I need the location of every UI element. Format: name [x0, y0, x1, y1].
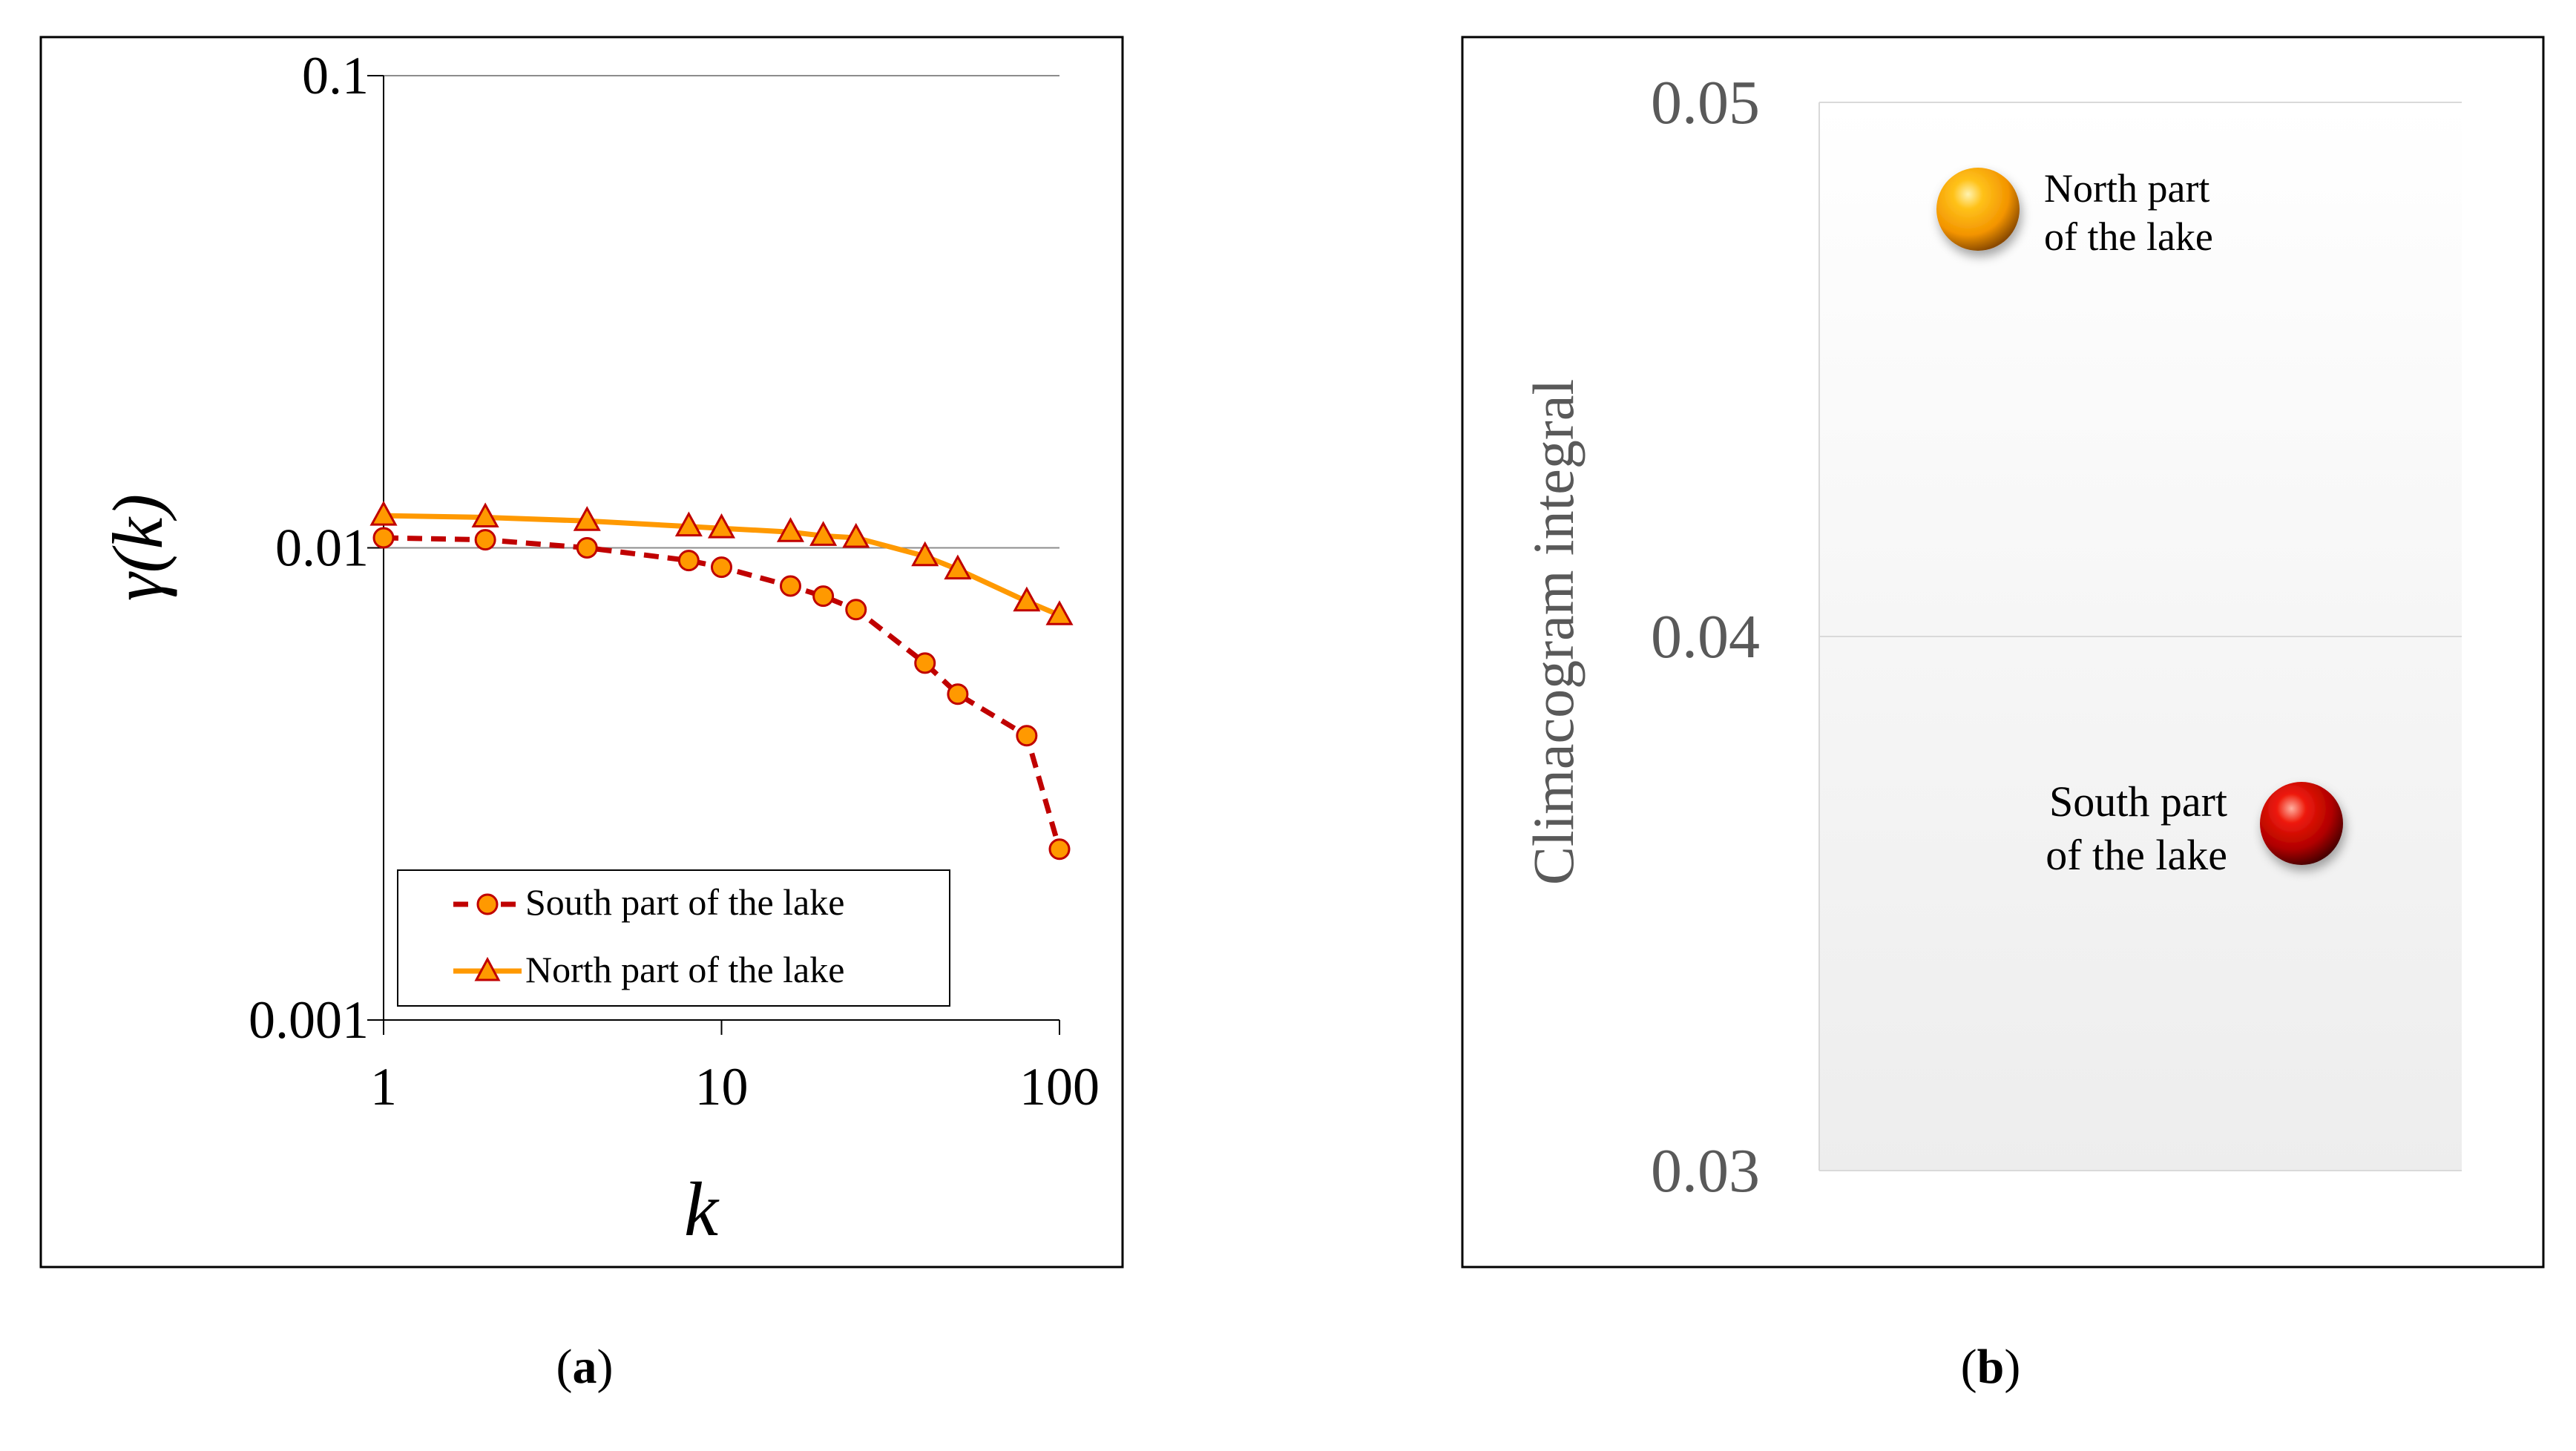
panel-a-y-tick-label: 0.1	[302, 46, 369, 105]
legend-south-marker	[476, 893, 499, 915]
climacogram-label-north-line1: North part	[2044, 166, 2209, 211]
data-point-south	[711, 556, 732, 579]
panel-b-caption-letter: b	[1977, 1340, 2005, 1394]
data-point-north	[707, 513, 736, 539]
legend-north-label: North part of the lake	[525, 949, 844, 990]
panel-a-x-ticks: 1 10 100	[370, 1020, 1100, 1116]
data-point-south	[779, 575, 801, 597]
data-point-north	[1013, 586, 1041, 612]
data-point-south	[372, 527, 395, 549]
panel-a-y-axis-title: γ(k)	[98, 494, 177, 601]
panel-a-x-tick-label: 1	[370, 1057, 397, 1116]
panel-b-y-tick-label: 0.03	[1651, 1136, 1760, 1205]
panel-a-frame	[39, 36, 1124, 1269]
data-point-north	[944, 554, 972, 580]
panel-b-y-tick-label: 0.05	[1651, 68, 1760, 137]
climacogram-point-south	[2260, 782, 2343, 865]
data-point-north	[1045, 600, 1074, 625]
climacogram-label-south-line2: of the lake	[2046, 831, 2227, 879]
data-point-north	[674, 511, 703, 537]
data-point-south	[576, 537, 598, 559]
panel-a: 0.1 0.01 0.001 1 10 100 k γ(k) South part of…	[39, 36, 1124, 1394]
panel-a-caption: (a)	[556, 1340, 614, 1394]
panel-b-y-axis-title-group: Climacogram integral	[1521, 379, 1586, 885]
panel-a-y-axis-title-group: γ(k)	[98, 494, 177, 601]
data-point-south	[1048, 838, 1071, 861]
data-point-north	[842, 522, 870, 548]
panel-a-legend-box	[397, 869, 950, 1007]
climacogram-point-north	[1936, 168, 2020, 251]
panel-a-x-tick-label: 100	[1019, 1057, 1100, 1116]
data-point-north	[471, 502, 499, 527]
data-point-north	[776, 517, 805, 542]
panel-a-series	[369, 500, 1074, 861]
panel-a-x-axis-title: k	[684, 1167, 720, 1252]
panel-a-y-tick-label: 0.001	[249, 990, 369, 1050]
climacogram-label-north-line2: of the lake	[2044, 214, 2213, 259]
panel-b-y-ticks: 0.05 0.04 0.03	[1651, 68, 1760, 1205]
data-point-south	[677, 550, 700, 572]
data-point-south	[845, 599, 867, 621]
panel-a-legend: South part of the lake North part of the…	[397, 869, 950, 1007]
data-point-south	[1016, 725, 1038, 747]
panel-a-caption-letter: a	[573, 1340, 597, 1394]
data-point-north	[369, 500, 398, 526]
panel-b-y-axis-title: Climacogram integral	[1521, 379, 1586, 885]
data-point-south	[914, 652, 936, 674]
panel-b-gridlines	[1818, 102, 2462, 1171]
panel-a-y-ticks: 0.1 0.01 0.001	[249, 46, 384, 1050]
panel-b-caption: (b)	[1961, 1340, 2021, 1394]
legend-north-marker	[474, 956, 501, 981]
data-point-north	[573, 506, 601, 531]
series-line-north	[383, 513, 1061, 618]
panel-b-y-tick-label: 0.04	[1651, 602, 1760, 671]
panel-a-y-tick-label: 0.01	[275, 519, 369, 578]
data-point-south	[947, 683, 969, 705]
panel-b: 0.05 0.04 0.03 Climacogram integral North …	[1461, 36, 2545, 1394]
series-line-south	[383, 535, 1062, 850]
climacogram-label-south-line1: South part	[2049, 777, 2227, 826]
data-point-north	[911, 541, 939, 567]
legend-south-label: South part of the lake	[525, 881, 844, 923]
data-point-south	[474, 529, 496, 551]
data-point-south	[812, 585, 835, 608]
panel-a-x-tick-label: 10	[695, 1057, 749, 1116]
data-point-north	[809, 521, 838, 546]
